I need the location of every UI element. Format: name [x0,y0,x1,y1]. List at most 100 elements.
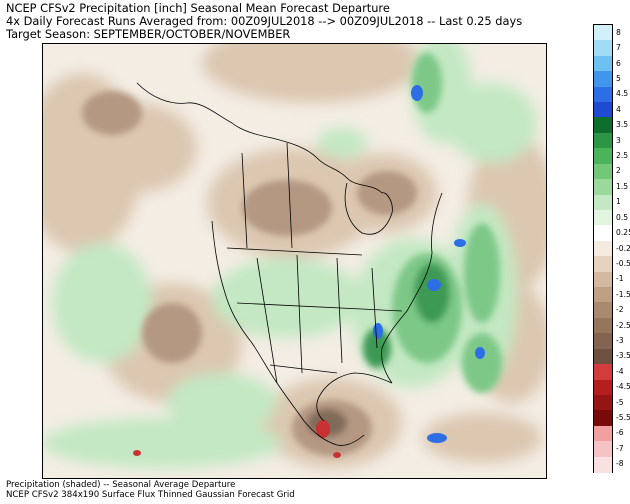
colorbar-segment [594,148,612,165]
colorbar-segment [594,55,612,72]
blue-max-carib-s [427,433,447,443]
colorbar-label: 2 [616,166,621,176]
colorbar-segment [594,425,612,442]
precipitation-map [42,43,547,479]
state-line-e [236,302,403,312]
colorbar-segment [594,40,612,57]
title-line-2: 4x Daily Forecast Runs Averaged from: 00… [6,14,523,28]
colorbar-segment [594,102,612,119]
colorbar-segment [594,225,612,242]
colorbar-label: -4 [616,366,624,376]
red-max-south [333,452,341,458]
colorbar-segment [594,86,612,103]
wet-mid-carib [462,333,502,393]
colorbar-label: 1.5 [616,181,629,191]
colorbar-label: 3 [616,135,621,145]
colorbar-label: 7 [616,43,621,53]
west-coast [211,220,278,384]
colorbar [593,24,613,473]
colorbar-segment [594,132,612,149]
colorbar-segment [594,256,612,273]
colorbar-label: -5 [616,397,624,407]
colorbar-label: 1 [616,197,621,207]
blue-max-south [373,323,383,339]
province-line [286,142,293,249]
dry-mid-canada [242,180,332,236]
colorbar-segment [594,441,612,458]
colorbar-label: 4.5 [616,89,629,99]
colorbar-segment [594,364,612,381]
state-line-c [336,257,343,364]
colorbar-label: -2 [616,305,624,315]
state-line-b [296,254,303,374]
title-line-1: NCEP CFSv2 Precipitation [inch] Seasonal… [6,1,390,15]
blue-max-atlantic [454,239,466,247]
mexico-coast [276,382,365,446]
colorbar-label: 4 [616,104,621,114]
colorbar-label: -7 [616,443,624,453]
wet-dark-east [414,263,450,323]
state-line-d [371,267,378,349]
wet-pacific-sw [52,243,152,363]
colorbar-label: 0.5 [616,212,629,222]
colorbar-segment [594,194,612,211]
title-line-3: Target Season: SEPTEMBER/OCTOBER/NOVEMBE… [6,27,291,41]
footer-line-1: Precipitation (shaded) -- Seasonal Avera… [6,480,236,490]
dry-arctic [202,43,422,103]
blue-max-carib [475,347,485,359]
wet-atlantic-n [447,83,537,163]
colorbar-segment [594,287,612,304]
footer-line-2: NCEP CFSv2 384x190 Surface Flux Thinned … [6,490,295,500]
colorbar-label: -8 [616,459,624,469]
wet-tropical-pac [42,418,282,468]
colorbar-label: 2.5 [616,151,629,161]
dry-carib [422,413,542,463]
colorbar-label: -3.5 [616,351,630,361]
wet-baffin [317,128,367,158]
colorbar-segment [594,163,612,180]
dry-mid-pac [142,303,202,363]
colorbar-segment [594,117,612,134]
state-line-a [256,257,278,384]
colorbar-label: -4.5 [616,382,630,392]
colorbar-segment [594,71,612,88]
dry-mid-hudson [357,171,417,215]
colorbar-label: -2.5 [616,320,630,330]
colorbar-segment [594,317,612,334]
colorbar-segment [594,271,612,288]
colorbar-segment [594,456,612,473]
colorbar-segment [594,348,612,365]
colorbar-segment [594,209,612,226]
precipitation-shading [42,43,547,479]
colorbar-label: 3.5 [616,120,629,130]
colorbar-label: -1 [616,274,624,284]
colorbar-segment [594,410,612,427]
colorbar-label: -0.25 [616,243,630,253]
wet-plains [212,258,362,338]
wet-baja [167,373,277,433]
colorbar-segment [594,333,612,350]
arctic-coast [271,137,383,194]
hudson-bay [344,182,393,235]
colorbar-label: -0.5 [616,258,630,268]
blue-max-east [427,279,441,291]
departure-strong-fields [82,53,502,456]
colorbar-label: 5 [616,73,621,83]
dry-mid-alaska [82,91,142,135]
map-frame [42,43,547,479]
extreme-departures [133,85,485,458]
colorbar-segment [594,379,612,396]
us-mexico-border [269,364,338,374]
red-max-pac [133,450,141,456]
gulf-coast [316,372,393,422]
red-max-mexico [316,420,330,438]
colorbar-label: 8 [616,27,621,37]
province-line-2 [241,152,248,249]
map-boundaries [136,82,443,446]
colorbar-segment [594,179,612,196]
colorbar-label: -1.5 [616,289,630,299]
colorbar-label: -6 [616,428,624,438]
wet-mid-greenland [412,53,442,113]
east-coast [381,192,443,384]
